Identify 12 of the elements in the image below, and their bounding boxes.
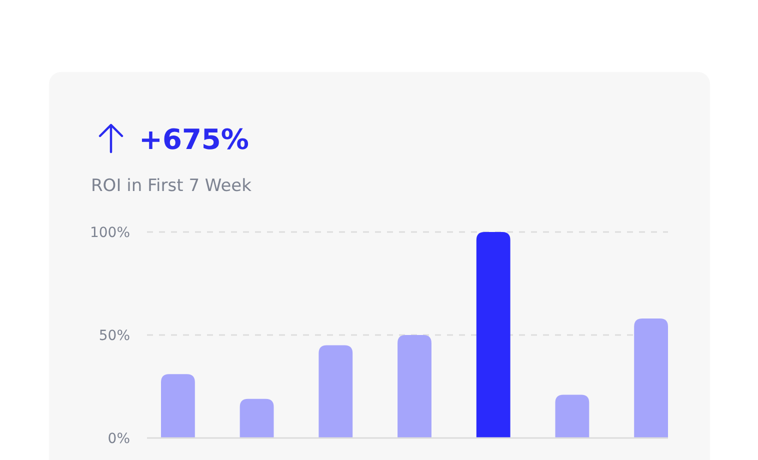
bar	[555, 394, 590, 438]
y-tick-label: 50%	[98, 328, 130, 344]
y-tick-label: 100%	[90, 224, 130, 241]
chart-subtitle: ROI in First 7 Week	[91, 176, 252, 196]
bar	[318, 345, 353, 438]
bar	[398, 335, 432, 438]
bar	[476, 232, 510, 438]
bar	[634, 318, 668, 438]
bar	[240, 398, 274, 438]
chart-title: +675%	[139, 123, 249, 156]
bar	[161, 374, 195, 438]
y-tick-label: 0%	[108, 430, 130, 447]
